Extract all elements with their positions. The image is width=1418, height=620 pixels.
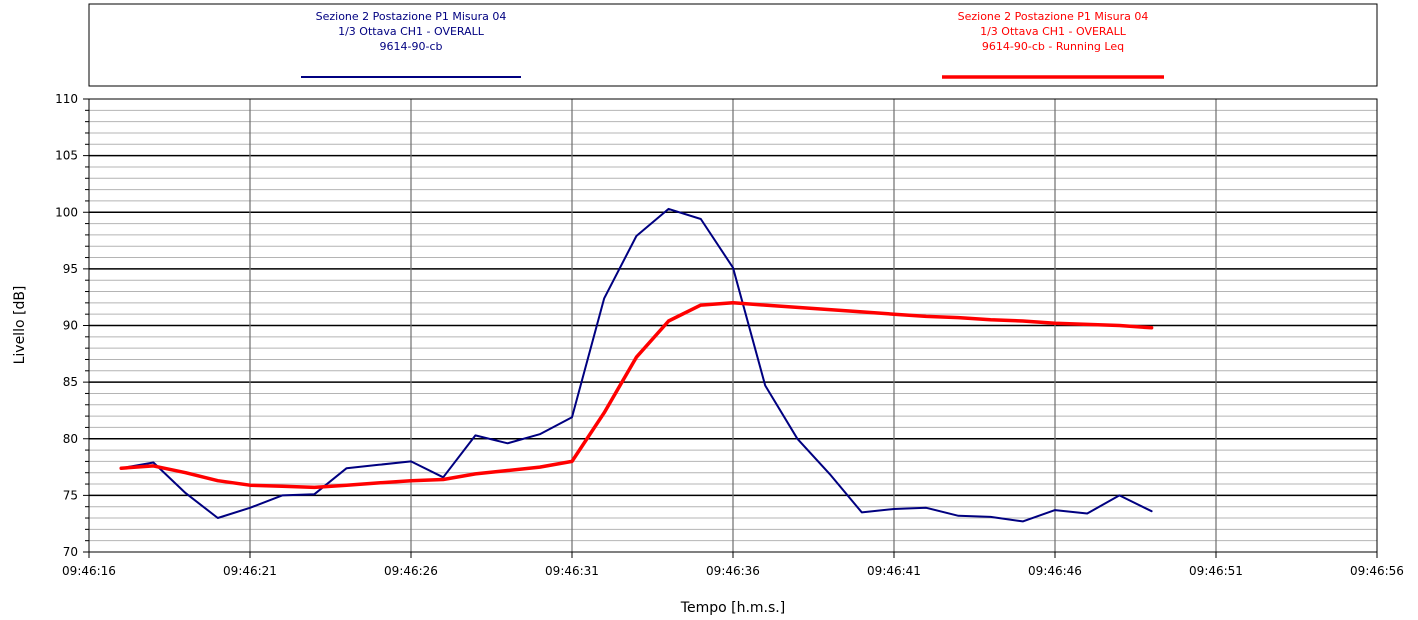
- legend: Sezione 2 Postazione P1 Misura 04 1/3 Ott…: [301, 10, 1164, 79]
- series-line-2: [119, 301, 1154, 490]
- y-tick-label: 80: [63, 432, 78, 446]
- y-tick-label: 90: [63, 319, 78, 333]
- x-tick-label: 09:46:16: [62, 564, 116, 578]
- x-tick-label: 09:46:26: [384, 564, 438, 578]
- legend-text-line: Sezione 2 Postazione P1 Misura 04: [958, 10, 1149, 23]
- y-axis-label: Livello [dB]: [12, 286, 28, 365]
- legend-text-line: 9614-90-cb: [380, 40, 443, 53]
- y-tick-label: 95: [63, 262, 78, 276]
- x-tick-label: 09:46:46: [1028, 564, 1082, 578]
- x-tick-label: 09:46:21: [223, 564, 277, 578]
- axis-ticks: 70 75 80 85 90 95 100 105 110 09:46:16 09:46:21 09:…: [55, 92, 1404, 578]
- y-tick-label: 75: [63, 488, 78, 502]
- y-tick-label: 105: [55, 149, 78, 163]
- x-tick-label: 09:46:51: [1189, 564, 1243, 578]
- y-tick-label: 70: [63, 545, 78, 559]
- x-tick-label: 09:46:56: [1350, 564, 1404, 578]
- x-tick-label: 09:46:41: [867, 564, 921, 578]
- legend-text-line: 9614-90-cb - Running Leq: [982, 40, 1124, 53]
- y-tick-label: 110: [55, 92, 78, 106]
- legend-text-line: 1/3 Ottava CH1 - OVERALL: [338, 25, 485, 38]
- series-line-1: [120, 207, 1153, 523]
- x-tick-label: 09:46:36: [706, 564, 760, 578]
- legend-text-line: Sezione 2 Postazione P1 Misura 04: [316, 10, 507, 23]
- legend-text-line: 1/3 Ottava CH1 - OVERALL: [980, 25, 1127, 38]
- y-tick-label: 85: [63, 375, 78, 389]
- x-tick-label: 09:46:31: [545, 564, 599, 578]
- legend-box: [88, 3, 1378, 87]
- major-gridlines: [89, 99, 1377, 552]
- series: [119, 207, 1154, 523]
- x-axis-label: Tempo [h.m.s.]: [680, 600, 785, 616]
- y-tick-label: 100: [55, 205, 78, 219]
